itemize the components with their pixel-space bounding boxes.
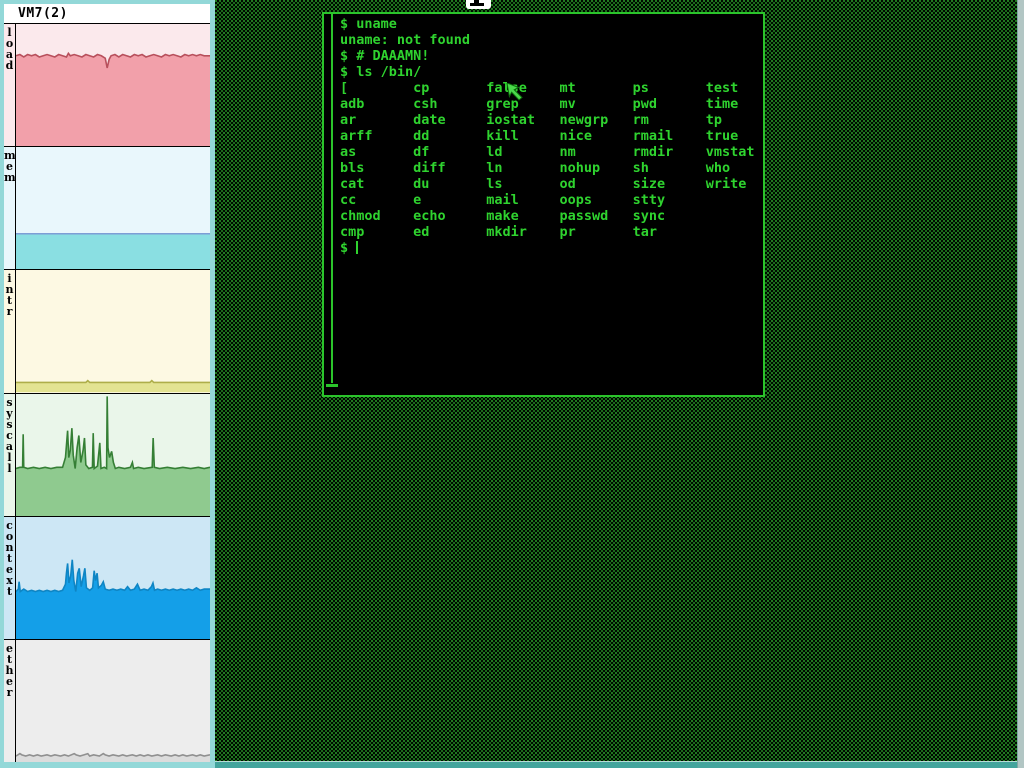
monitor-title: VM7(2) xyxy=(4,4,210,24)
screen-bottom-edge xyxy=(215,761,1024,768)
terminal-line: $ uname xyxy=(340,16,397,32)
strip-chart-load xyxy=(16,24,210,147)
strip-label-syscall: s y s c a l l xyxy=(4,393,16,516)
chart-strip-syscall: s y s c a l l xyxy=(4,392,210,516)
terminal-line: uname: not found xyxy=(340,32,471,48)
terminal-scrollbar[interactable] xyxy=(324,14,333,383)
terminal-prompt-line: $ xyxy=(340,240,761,256)
strip-label-ether: e t h e r xyxy=(4,639,16,763)
strip-chart-mem xyxy=(16,147,210,270)
terminal-scrollbar-thumb[interactable] xyxy=(326,384,338,387)
strip-chart-context xyxy=(16,516,210,639)
layer-icon-bar xyxy=(470,3,484,6)
terminal-line: cmp ed mkdir pr tar xyxy=(340,224,657,240)
mouse-cursor-icon xyxy=(506,83,523,101)
terminal-prompt: $ xyxy=(340,240,357,256)
terminal-line: $ ls /bin/ xyxy=(340,64,422,80)
chart-strip-context: c o n t e x t xyxy=(4,515,210,639)
chart-strip-intr: i n t r xyxy=(4,269,210,393)
chart-strip-ether: e t h e r xyxy=(4,638,210,763)
screen-right-edge xyxy=(1017,0,1024,768)
desktop-background: $ uname uname: not found $ # DAAAMN! $ ls /… xyxy=(215,0,1024,768)
terminal-line: cc e mail oops stty xyxy=(340,192,666,208)
strip-label-intr: i n t r xyxy=(4,270,16,393)
window-layer-icon[interactable] xyxy=(466,0,491,9)
strip-label-load: l o a d xyxy=(4,24,16,147)
terminal-line: chmod echo make passwd sync xyxy=(340,208,666,224)
terminal-text[interactable]: $ uname uname: not found $ # DAAAMN! $ ls /… xyxy=(340,16,761,256)
terminal-window[interactable]: $ uname uname: not found $ # DAAAMN! $ ls /… xyxy=(322,12,765,397)
terminal-line: $ # DAAAMN! xyxy=(340,48,430,64)
terminal-line: ar date iostat newgrp rm tp xyxy=(340,112,723,128)
chart-strip-load: l o a d xyxy=(4,24,210,147)
terminal-line: as df ld nm rmdir vmstat xyxy=(340,144,755,160)
strip-chart-intr xyxy=(16,270,210,393)
layer-icon-stem xyxy=(474,0,479,3)
strip-chart-syscall xyxy=(16,393,210,516)
terminal-line: cat du ls od size write xyxy=(340,176,747,192)
terminal-line: adb csh grep mv pwd time xyxy=(340,96,739,112)
terminal-text-cursor xyxy=(356,241,359,254)
strip-label-context: c o n t e x t xyxy=(4,516,16,639)
terminal-line: [ cp false mt ps test xyxy=(340,80,739,96)
strip-chart-ether xyxy=(16,639,210,763)
terminal-line: arff dd kill nice rmail true xyxy=(340,128,739,144)
chart-strip-mem: m e m xyxy=(4,146,210,270)
strip-label-mem: m e m xyxy=(4,147,16,270)
terminal-line: bls diff ln nohup sh who xyxy=(340,160,731,176)
